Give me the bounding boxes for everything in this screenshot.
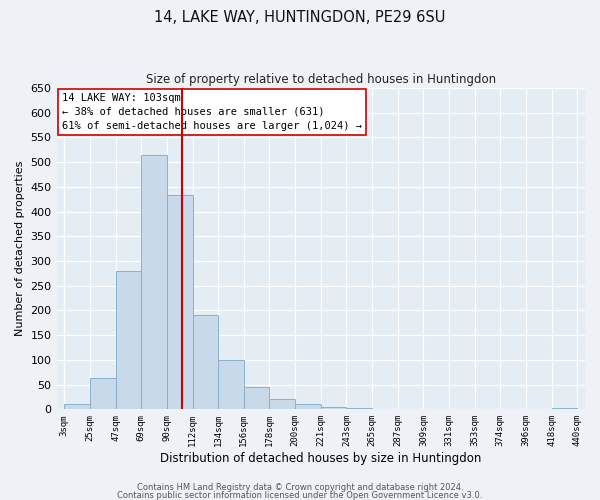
- Y-axis label: Number of detached properties: Number of detached properties: [15, 161, 25, 336]
- Bar: [321, 407, 346, 410]
- X-axis label: Distribution of detached houses by size in Huntingdon: Distribution of detached houses by size …: [160, 452, 481, 465]
- Bar: [64, 404, 90, 409]
- Bar: [193, 316, 218, 410]
- Bar: [244, 387, 269, 409]
- Bar: [346, 408, 372, 410]
- Bar: [295, 404, 321, 409]
- Bar: [218, 360, 244, 410]
- Bar: [90, 378, 116, 410]
- Bar: [167, 196, 193, 410]
- Text: 14 LAKE WAY: 103sqm
← 38% of detached houses are smaller (631)
61% of semi-detac: 14 LAKE WAY: 103sqm ← 38% of detached ho…: [62, 93, 362, 131]
- Bar: [141, 155, 167, 409]
- Text: Contains HM Land Registry data © Crown copyright and database right 2024.: Contains HM Land Registry data © Crown c…: [137, 484, 463, 492]
- Bar: [269, 400, 295, 409]
- Text: Contains public sector information licensed under the Open Government Licence v3: Contains public sector information licen…: [118, 491, 482, 500]
- Bar: [551, 408, 577, 410]
- Text: 14, LAKE WAY, HUNTINGDON, PE29 6SU: 14, LAKE WAY, HUNTINGDON, PE29 6SU: [154, 10, 446, 25]
- Title: Size of property relative to detached houses in Huntingdon: Size of property relative to detached ho…: [146, 72, 496, 86]
- Bar: [116, 271, 141, 409]
